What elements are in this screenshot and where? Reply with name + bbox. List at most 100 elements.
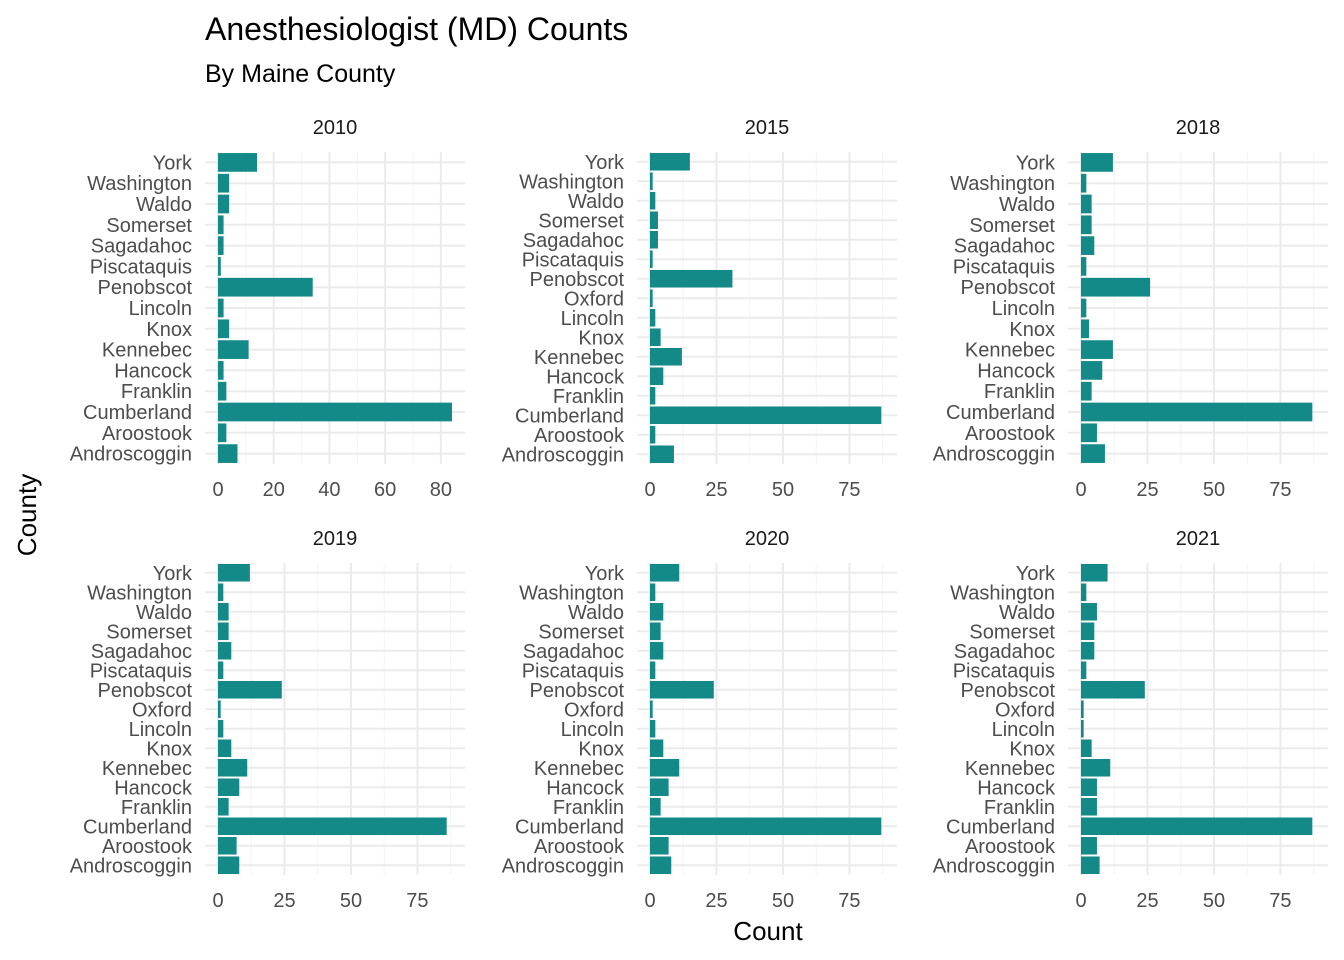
y-tick-label: Franklin	[553, 797, 624, 819]
bar-somerset	[1081, 215, 1092, 235]
y-tick-label: Cumberland	[946, 402, 1055, 424]
y-tick-label: Hancock	[114, 777, 193, 799]
x-tick-label: 0	[212, 890, 223, 912]
bar-somerset	[218, 622, 229, 641]
x-axis-title: Count	[733, 916, 803, 946]
x-tick-label: 25	[273, 890, 295, 912]
y-tick-label: Lincoln	[561, 719, 624, 741]
y-tick-label: Kennebec	[102, 758, 192, 780]
bar-sagadahoc	[650, 230, 658, 249]
panel-2021: 0 25 50 75 2021 YorkWashingtonWaldoSomersetSa…	[933, 528, 1328, 912]
bar-waldo	[218, 194, 230, 214]
y-tick-label: Waldo	[999, 194, 1055, 216]
y-tick-label: Waldo	[999, 602, 1055, 624]
x-tick-label: 50	[1203, 890, 1225, 912]
bar-cumberland	[1081, 817, 1313, 836]
y-tick-label: Sagadahoc	[91, 236, 192, 258]
x-tick-label: 75	[406, 890, 428, 912]
bar-androscoggin	[650, 856, 672, 875]
y-tick-label: Cumberland	[515, 405, 624, 427]
bar-penobscot	[650, 680, 714, 699]
x-tick-label: 20	[263, 479, 285, 501]
y-axis-title: County	[12, 474, 42, 556]
y-tick-label: Sagadahoc	[91, 641, 192, 663]
y-tick-label: Hancock	[977, 360, 1056, 382]
bar-piscataquis	[218, 661, 224, 680]
y-tick-label: Penobscot	[97, 680, 192, 702]
bar-piscataquis	[650, 661, 656, 680]
y-tick-label: Aroostook	[965, 423, 1056, 445]
y-tick-label: York	[1016, 152, 1056, 174]
y-tick-label: Aroostook	[965, 836, 1056, 858]
y-tick-label: Waldo	[568, 191, 624, 213]
y-tick-label: Franklin	[121, 381, 192, 403]
y-tick-label: Knox	[578, 327, 624, 349]
y-tick-label: Penobscot	[960, 680, 1055, 702]
x-tick-label: 75	[838, 890, 860, 912]
y-tick-label: York	[585, 563, 625, 585]
bar-york	[1081, 563, 1108, 582]
chart-subtitle: By Maine County	[205, 60, 396, 88]
bar-cumberland	[1081, 402, 1313, 422]
y-tick-label: Aroostook	[534, 836, 625, 858]
bar-waldo	[218, 602, 229, 621]
y-tick-label: Sagadahoc	[954, 236, 1055, 258]
bar-piscataquis	[1081, 257, 1087, 276]
x-tick-label: 75	[838, 479, 860, 501]
y-tick-label: Hancock	[977, 777, 1056, 799]
y-tick-label: Penobscot	[529, 680, 624, 702]
bar-kennebec	[218, 758, 248, 777]
x-tick-label: 50	[772, 479, 794, 501]
panel-2019: 0 25 50 75 2019 YorkWashingtonWaldoSomersetSa…	[70, 528, 465, 912]
panel-2015: 0 25 50 75 2015 YorkWashingtonWaldoSomersetSa…	[502, 117, 897, 501]
y-tick-label: Knox	[1009, 319, 1055, 341]
y-tick-label: Piscataquis	[90, 660, 192, 682]
x-tick-label: 50	[340, 890, 362, 912]
bar-piscataquis	[218, 257, 221, 276]
bar-washington	[1081, 173, 1087, 193]
x-tick-label: 60	[374, 479, 396, 501]
y-tick-label: Franklin	[121, 797, 192, 819]
bar-sagadahoc	[650, 641, 664, 660]
y-tick-label: Knox	[1009, 738, 1055, 760]
y-tick-label: Franklin	[984, 381, 1055, 403]
bar-washington	[1081, 583, 1087, 602]
bar-knox	[650, 328, 661, 347]
y-tick-label: Washington	[519, 582, 624, 604]
panel-2018: 0 25 50 75 2018 YorkWashingtonWaldoSomersetSa…	[933, 117, 1328, 501]
y-tick-label: Androscoggin	[502, 444, 624, 466]
bar-cumberland	[218, 402, 452, 422]
y-tick-label: Lincoln	[992, 719, 1055, 741]
bar-cumberland	[650, 406, 882, 425]
bar-penobscot	[218, 277, 313, 297]
x-tick-label: 75	[1269, 890, 1291, 912]
x-tick-label: 0	[1075, 479, 1086, 501]
x-tick-label: 25	[705, 479, 727, 501]
y-tick-label: Knox	[146, 319, 192, 341]
bar-franklin	[218, 381, 227, 401]
bar-hancock	[1081, 778, 1097, 797]
bar-aroostook	[218, 836, 237, 855]
bar-franklin	[650, 797, 661, 816]
y-tick-label: Sagadahoc	[954, 641, 1055, 663]
bar-sagadahoc	[218, 641, 232, 660]
y-tick-label: Washington	[950, 173, 1055, 195]
y-tick-label: Waldo	[568, 602, 624, 624]
bar-somerset	[1081, 622, 1095, 641]
bar-lincoln	[650, 719, 656, 738]
bar-kennebec	[650, 347, 682, 366]
bar-penobscot	[1081, 277, 1151, 297]
bar-hancock	[218, 778, 240, 797]
bar-kennebec	[650, 758, 680, 777]
y-tick-label: York	[153, 563, 193, 585]
x-tick-label: 75	[1269, 479, 1291, 501]
bar-sagadahoc	[1081, 236, 1095, 255]
bar-lincoln	[1081, 298, 1087, 318]
x-tick-label: 50	[1203, 479, 1225, 501]
bar-somerset	[218, 215, 224, 235]
facet-strip-label: 2021	[1176, 528, 1221, 550]
x-tick-label: 25	[705, 890, 727, 912]
y-tick-label: Washington	[950, 582, 1055, 604]
